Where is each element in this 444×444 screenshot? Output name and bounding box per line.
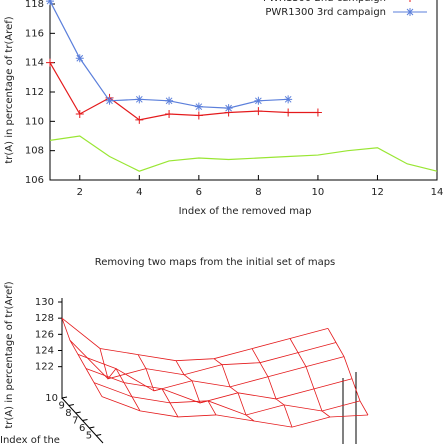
index-tick bbox=[75, 411, 81, 414]
y-tick-label: 114 bbox=[25, 58, 44, 69]
series-line bbox=[49, 135, 438, 172]
index-tick-label: 9 bbox=[58, 401, 64, 412]
x-tick-label: 10 bbox=[312, 187, 325, 198]
point bbox=[75, 54, 84, 63]
point bbox=[194, 111, 203, 120]
index-tick-label: 8 bbox=[65, 408, 71, 419]
index-tick bbox=[96, 434, 102, 436]
x-tick-label: 12 bbox=[371, 187, 384, 198]
mesh-column bbox=[137, 354, 179, 418]
index-tick bbox=[89, 426, 95, 429]
point bbox=[165, 96, 174, 105]
index-tick-label: 6 bbox=[79, 423, 85, 434]
point bbox=[406, 8, 414, 16]
z-axis-label: tr(A) in percentage of tr(Aref) bbox=[4, 281, 15, 428]
index-tick bbox=[82, 419, 88, 421]
x-tick-label: 8 bbox=[255, 187, 261, 198]
point bbox=[194, 102, 203, 111]
point bbox=[135, 95, 144, 104]
point bbox=[409, 0, 411, 2]
y-tick-label: 112 bbox=[25, 87, 44, 98]
mesh-column bbox=[61, 318, 103, 397]
mesh-column bbox=[175, 360, 217, 416]
z-tick-label: 126 bbox=[35, 329, 54, 340]
series-line bbox=[49, 0, 289, 109]
point bbox=[224, 104, 233, 113]
index-tick bbox=[68, 404, 74, 406]
x-tick-label: 2 bbox=[77, 187, 83, 198]
point bbox=[46, 58, 54, 67]
y-tick-label: 108 bbox=[25, 146, 44, 157]
x-tick-label: 6 bbox=[196, 187, 202, 198]
point bbox=[284, 95, 293, 104]
mesh-column bbox=[327, 328, 369, 416]
point bbox=[105, 96, 114, 105]
x-axis-label: Index of the removed map bbox=[179, 206, 312, 217]
point bbox=[313, 108, 322, 117]
index-tick-label: 5 bbox=[86, 431, 92, 442]
y-tick-label: 116 bbox=[25, 28, 44, 39]
y-tick-label: 110 bbox=[25, 116, 44, 127]
y-tick-label: 106 bbox=[25, 175, 44, 186]
mesh-column bbox=[99, 348, 141, 412]
z-tick-label: 122 bbox=[35, 362, 54, 373]
mesh-row bbox=[69, 340, 337, 380]
index-axis-label: Index of the bbox=[0, 435, 60, 444]
plot-frame bbox=[49, 0, 438, 181]
point bbox=[284, 108, 293, 117]
point bbox=[46, 0, 54, 6]
x-tick-label: 4 bbox=[136, 187, 142, 198]
legend-label: PWR1300 3rd campaign bbox=[265, 7, 386, 18]
z-tick-label: 128 bbox=[35, 313, 54, 324]
index-tick bbox=[61, 396, 68, 399]
legend-label: PWR1300 2nd campaign bbox=[263, 0, 386, 4]
mesh-row bbox=[101, 396, 369, 428]
series-line bbox=[49, 62, 318, 121]
y-axis-label: tr(A) in percentage of tr(Aref) bbox=[4, 16, 15, 163]
point bbox=[254, 107, 263, 116]
point bbox=[165, 110, 174, 118]
point bbox=[135, 115, 144, 124]
mesh-row bbox=[85, 368, 353, 404]
index-tick-label: 7 bbox=[72, 416, 78, 427]
x-tick-label: 14 bbox=[431, 187, 444, 198]
z-tick-label: 124 bbox=[35, 346, 54, 357]
mesh-column bbox=[213, 358, 255, 422]
index-tick-label: 10 bbox=[45, 393, 58, 404]
point bbox=[75, 110, 84, 118]
chart-title: Removing two maps from the initial set o… bbox=[95, 257, 336, 268]
y-tick-label: 118 bbox=[25, 0, 44, 10]
point bbox=[254, 96, 263, 105]
z-tick-label: 130 bbox=[35, 297, 54, 308]
mesh-column bbox=[289, 338, 331, 418]
mesh-column bbox=[251, 348, 293, 428]
mesh-row bbox=[61, 317, 329, 362]
mesh-row bbox=[93, 382, 361, 416]
mesh-row bbox=[77, 354, 345, 392]
